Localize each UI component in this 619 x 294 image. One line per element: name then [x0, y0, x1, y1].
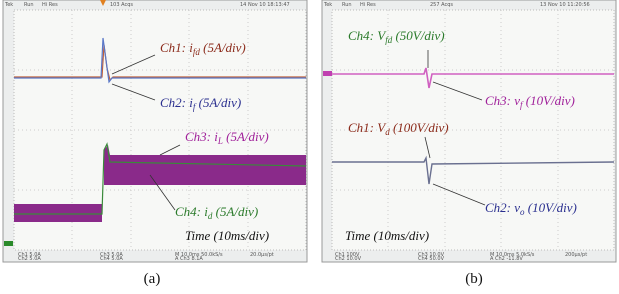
- footer-text: 20.0µs/pt: [250, 252, 274, 258]
- annotation-text: Ch2: v: [485, 200, 520, 215]
- footer-text: A Ch3 8.1A: [175, 256, 203, 262]
- figure: Tek Run Hi Res 103 Acqs 14 Nov 10 18:13:47 Ch…: [0, 0, 619, 294]
- header-text: 13 Nov 10 11:20:56: [540, 2, 590, 8]
- header-text: Tek: [323, 2, 332, 8]
- annotation-text: Time (10ms/div): [185, 228, 269, 243]
- header-text: Hi Res: [42, 2, 58, 8]
- annotation-text: (5A/div): [212, 204, 258, 219]
- annotation-text: Ch3: v: [485, 93, 520, 108]
- header-text: 257 Acqs: [430, 2, 453, 8]
- annotation-text: (10V/div): [525, 200, 577, 215]
- annotation-text: Ch2: i: [160, 95, 193, 110]
- footer-text: 200µs/pt: [565, 252, 587, 258]
- annotation: Ch2: if (5A/div): [160, 95, 241, 112]
- annotation: Ch4: Vfd (50V/div): [348, 28, 445, 45]
- footer-text: Ch4 5.0A: [100, 256, 123, 262]
- annotation: Ch3: vf (10V/div): [485, 93, 575, 110]
- caption: (a): [144, 271, 161, 287]
- header-text: Run: [24, 2, 34, 8]
- annotation: Time (10ms/div): [345, 228, 429, 243]
- footer-text: Ch2 10.0V: [335, 256, 362, 262]
- annotation: Ch1: Vd (100V/div): [348, 120, 449, 137]
- annotation: Time (10ms/div): [185, 228, 269, 243]
- annotation: Ch4: id (5A/div): [175, 204, 258, 221]
- annotation-text: Time (10ms/div): [345, 228, 429, 243]
- header-text: Run: [342, 2, 352, 8]
- annotation-text: Ch4: V: [348, 28, 387, 43]
- annotation-text: (100V/div): [390, 120, 449, 135]
- annotation: Ch1: ifd (5A/div): [160, 40, 246, 57]
- annotation-text: Ch4: i: [175, 204, 208, 219]
- annotation-text: (50V/div): [392, 28, 444, 43]
- footer-text: Ch2 5.0A: [18, 256, 41, 262]
- annotation: Ch2: vo (10V/div): [485, 200, 577, 217]
- header-text: 103 Acqs: [110, 2, 133, 8]
- annotation: Ch3: iL (5A/div): [185, 129, 269, 146]
- footer-text: A Ch2 -11.8V: [490, 256, 523, 262]
- caption: (b): [465, 271, 483, 287]
- annotation-text: (5A/div): [195, 95, 241, 110]
- annotation-text: Ch1: V: [348, 120, 387, 135]
- footer-text: Ch4 50.0V: [418, 256, 445, 262]
- annotation-text: (5A/div): [200, 40, 246, 55]
- annotation-text: (10V/div): [523, 93, 575, 108]
- header-text: Tek: [4, 2, 13, 8]
- annotation-text: (5A/div): [223, 129, 269, 144]
- annotation-text: Ch3: i: [185, 129, 218, 144]
- annotation-text: Ch1: i: [160, 40, 193, 55]
- header-text: Hi Res: [360, 2, 376, 8]
- header-text: 14 Nov 10 18:13:47: [240, 2, 290, 8]
